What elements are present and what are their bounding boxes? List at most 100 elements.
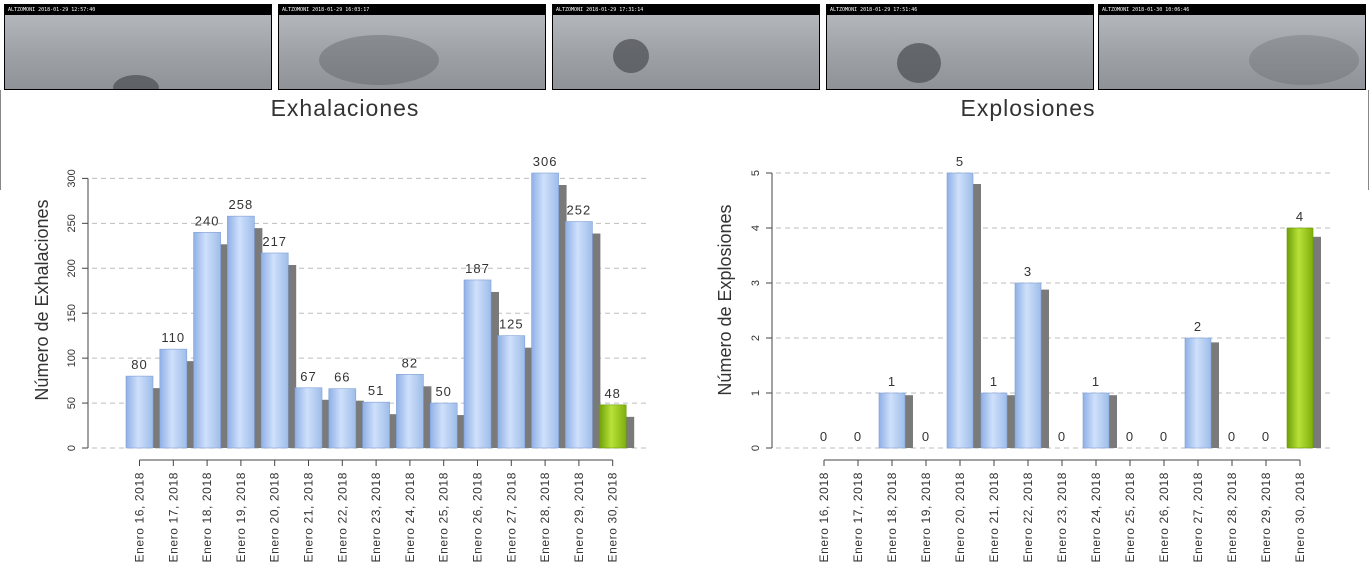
bar-shadow <box>286 264 297 448</box>
webcam-thumbnail[interactable]: ALTZOMONI 2018-01-29 17:31:14 <box>552 4 820 90</box>
x-tick-label: Enero 20, 2018 <box>953 472 967 562</box>
x-tick-label: Enero 25, 2018 <box>437 472 451 562</box>
x-tick-label: Enero 21, 2018 <box>987 472 1001 562</box>
bar-shadow <box>489 291 499 448</box>
bar-shadow <box>218 244 229 448</box>
x-tick-label: Enero 27, 2018 <box>1191 472 1205 562</box>
content-frame <box>0 90 1369 190</box>
webcam-thumbnail[interactable]: ALTZOMONI 2018-01-29 16:03:17 <box>278 4 546 90</box>
x-tick-label: Enero 30, 2018 <box>1293 472 1307 562</box>
bar-value-label: 0 <box>922 429 930 444</box>
x-tick-label: Enero 25, 2018 <box>1123 472 1137 562</box>
x-tick-label: Enero 30, 2018 <box>606 472 620 562</box>
bar <box>362 401 390 449</box>
thumbnail-caption: ALTZOMONI 2018-01-30 10:06:46 <box>1099 5 1365 15</box>
bar-shadow <box>522 347 533 448</box>
y-tick-label: 1 <box>750 390 762 396</box>
bar-value-label: 0 <box>1160 429 1168 444</box>
bar-shadow <box>1311 236 1321 448</box>
bar <box>1014 282 1042 449</box>
bar <box>328 388 357 449</box>
bar <box>125 375 154 449</box>
webcam-thumbnail[interactable]: ALTZOMONI 2018-01-29 17:51:46 <box>826 4 1094 90</box>
bar-value-label: 125 <box>499 317 524 332</box>
bar <box>429 402 458 449</box>
x-tick-label: Enero 19, 2018 <box>234 472 248 562</box>
bar-value-label: 240 <box>195 213 220 228</box>
bar <box>193 232 221 449</box>
bar-value-label: 0 <box>820 429 828 444</box>
x-tick-label: Enero 16, 2018 <box>133 472 147 562</box>
y-tick-label: 2 <box>750 335 762 341</box>
bar <box>531 172 559 449</box>
x-tick-label: Enero 28, 2018 <box>1225 472 1239 562</box>
bar <box>980 392 1008 449</box>
bar-value-label: 1 <box>990 374 998 389</box>
thumbnail-caption: ALTZOMONI 2018-01-29 16:03:17 <box>279 5 545 15</box>
y-tick-label: 5 <box>750 170 762 176</box>
x-tick-label: Enero 22, 2018 <box>1021 472 1035 562</box>
bar <box>1082 392 1110 449</box>
bar <box>878 392 906 449</box>
bar-shadow <box>387 414 398 448</box>
bar-value-label: 82 <box>402 355 418 370</box>
y-tick-label: 150 <box>66 304 78 322</box>
bar-value-label: 252 <box>567 203 592 218</box>
y-tick-label: 3 <box>750 280 762 286</box>
y-tick-label: 50 <box>66 397 78 409</box>
bar-value-label: 51 <box>368 383 384 398</box>
bar-shadow <box>252 228 263 448</box>
y-tick-label: 100 <box>66 349 78 367</box>
thumbnail-caption: ALTZOMONI 2018-01-29 17:51:46 <box>827 5 1093 15</box>
y-axis-label: Número de Exhalaciones <box>32 199 52 400</box>
thumbnail-caption: ALTZOMONI 2018-01-29 17:31:14 <box>553 5 819 15</box>
bar-value-label: 0 <box>854 429 862 444</box>
bar-shadow <box>353 400 364 448</box>
bar-value-label: 187 <box>465 261 490 276</box>
bar-value-label: 5 <box>956 154 964 169</box>
x-tick-label: Enero 18, 2018 <box>200 472 214 562</box>
bar-shadow <box>421 386 432 448</box>
x-tick-label: Enero 20, 2018 <box>268 472 282 562</box>
bar <box>463 279 492 449</box>
bar-value-label: 1 <box>888 374 896 389</box>
bar-value-label: 306 <box>533 154 558 169</box>
bar-shadow <box>903 395 913 448</box>
bar-shadow <box>1005 395 1015 448</box>
bar-value-label: 2 <box>1194 319 1202 334</box>
bar-shadow <box>556 185 567 448</box>
x-tick-label: Enero 17, 2018 <box>851 472 865 562</box>
bar <box>565 221 593 449</box>
bar-value-label: 258 <box>229 197 254 212</box>
chart-explosiones: Explosiones Número de Explosiones 0 1 2 3 4 5 0 E… <box>715 95 1333 562</box>
bar-value-label: 0 <box>1262 429 1270 444</box>
bar-value-label: 110 <box>161 330 185 345</box>
bar-value-label: 0 <box>1228 429 1236 444</box>
bar <box>227 215 255 449</box>
bar-value-label: 217 <box>262 234 287 249</box>
bar-value-label: 0 <box>1126 429 1134 444</box>
webcam-thumbnail[interactable]: ALTZOMONI 2018-01-30 10:06:46 <box>1098 4 1366 90</box>
bar-shadow <box>1209 342 1219 448</box>
y-tick-label: 0 <box>750 445 762 451</box>
y-axis-label: Número de Explosiones <box>715 204 735 395</box>
bar-value-label: 67 <box>300 369 316 384</box>
bar-value-label: 50 <box>435 384 451 399</box>
bar-shadow <box>1107 395 1117 448</box>
y-tick-label: 4 <box>750 225 762 231</box>
bar-shadow <box>590 233 601 448</box>
bar <box>294 387 323 449</box>
webcam-thumbnail[interactable]: ALTZOMONI 2018-01-29 12:57:40 <box>4 4 272 90</box>
x-tick-label: Enero 24, 2018 <box>1089 472 1103 562</box>
chart-title: Explosiones <box>960 95 1095 121</box>
x-tick-label: Enero 29, 2018 <box>1259 472 1273 562</box>
x-tick-label: Enero 18, 2018 <box>885 472 899 562</box>
bar-shadow <box>624 416 635 448</box>
webcam-strip: ALTZOMONI 2018-01-29 12:57:40 ALTZOMONI … <box>0 0 1371 90</box>
y-tick-label: 300 <box>66 169 78 187</box>
x-tick-label: Enero 21, 2018 <box>302 472 316 562</box>
y-tick-label: 250 <box>66 214 78 232</box>
bar-shadow <box>1039 289 1049 448</box>
x-tick-label: Enero 17, 2018 <box>166 472 180 562</box>
